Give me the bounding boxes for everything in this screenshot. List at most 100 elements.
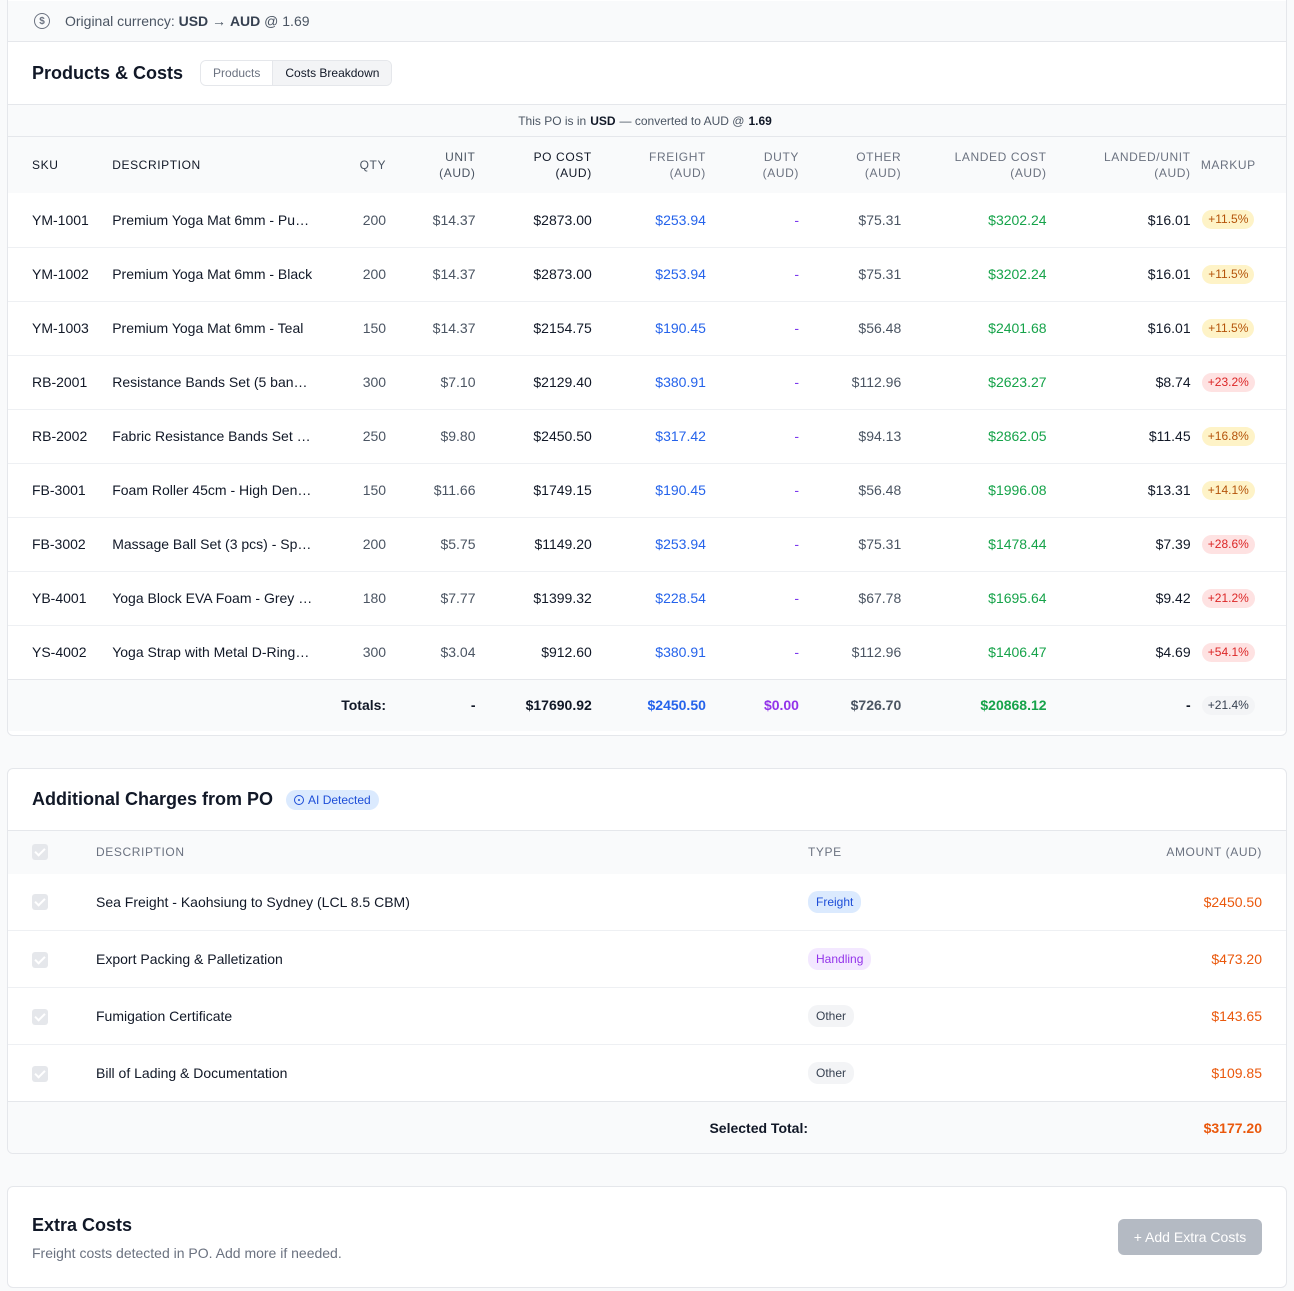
- description-cell: Yoga Block EVA Foam - Grey (2 pack): [112, 570, 342, 625]
- description-text: Massage Ball Set (3 pcs) - Spiky: [112, 536, 313, 552]
- col-duty[interactable]: DUTY (AUD): [705, 137, 799, 193]
- charge-type-cell: Freight: [808, 874, 1108, 931]
- description-cell: Premium Yoga Mat 6mm - Purple: [112, 193, 341, 247]
- freight-cell: $190.45: [591, 300, 706, 355]
- description-text: Yoga Strap with Metal D-Ring 2.5m: [112, 644, 313, 660]
- freight-cell: $253.94: [591, 516, 706, 571]
- table-header-row: DESCRIPTION TYPE AMOUNT (AUD): [8, 830, 1286, 874]
- duty-cell: -: [705, 516, 799, 571]
- col-charge-amount: AMOUNT (AUD): [1108, 830, 1286, 874]
- totals-label: Totals:: [341, 678, 387, 731]
- unit-cost-cell: $14.37: [432, 211, 476, 228]
- duty-cell: -: [705, 570, 799, 625]
- unit-cost-cell: $14.37: [386, 300, 476, 355]
- charge-row: Bill of Lading & Documentation Other $109.…: [8, 1044, 1286, 1102]
- col-freight[interactable]: FREIGHT (AUD): [591, 137, 706, 193]
- charge-checkbox[interactable]: [32, 894, 48, 911]
- markup-cell: +14.1%: [1190, 462, 1286, 517]
- col-landed-line2: (AUD): [1010, 166, 1047, 180]
- conversion-currency: USD: [590, 113, 616, 128]
- table-row: FB-3002 Massage Ball Set (3 pcs) - Spiky 2…: [8, 516, 1286, 571]
- markup-badge: +11.5%: [1202, 318, 1255, 338]
- charge-checkbox[interactable]: [32, 951, 48, 968]
- po-cost-cell: $2129.40: [475, 354, 592, 409]
- col-sku[interactable]: SKU: [8, 137, 113, 193]
- col-landed-unit[interactable]: LANDED/UNIT (AUD): [1046, 137, 1191, 193]
- tab-costs-breakdown[interactable]: Costs Breakdown: [272, 61, 392, 85]
- col-landed-line1: LANDED COST: [954, 150, 1047, 164]
- charge-type-tag: Other: [808, 1005, 855, 1027]
- total-spacer: [8, 1101, 96, 1153]
- charge-select-cell: [8, 1044, 96, 1102]
- sku-cell: YM-1003: [8, 300, 113, 355]
- charge-description: Sea Freight - Kaohsiung to Sydney (LCL 8…: [96, 893, 410, 910]
- charge-amount: $109.85: [1108, 1044, 1286, 1102]
- description-text: Premium Yoga Mat 6mm - Purple: [112, 211, 313, 228]
- col-duty-line2: (AUD): [762, 166, 799, 180]
- col-landed-cost[interactable]: LANDED COST (AUD): [901, 137, 1047, 193]
- col-other-line1: OTHER: [856, 150, 902, 164]
- unit-cost-cell: $7.10: [386, 354, 476, 409]
- sku-cell: YB-4001: [8, 570, 113, 625]
- charge-row: Sea Freight - Kaohsiung to Sydney (LCL 8…: [8, 874, 1286, 931]
- totals-other: $726.70: [798, 678, 902, 731]
- conversion-note: This PO is in USD — converted to AUD @ 1…: [8, 104, 1286, 137]
- select-all-checkbox[interactable]: [32, 844, 48, 861]
- po-cost-cell: $1749.15: [475, 462, 592, 517]
- markup-cell: +16.8%: [1190, 408, 1286, 463]
- totals-duty: $0.00: [705, 678, 799, 731]
- description-text: Premium Yoga Mat 6mm - Teal: [112, 320, 304, 336]
- other-cell: $112.96: [798, 624, 902, 679]
- charge-description: Fumigation Certificate: [96, 987, 808, 1045]
- conversion-middle: — converted to AUD @: [619, 113, 745, 128]
- section-title: Extra Costs: [32, 1215, 133, 1235]
- charge-description: Export Packing & Palletization: [96, 930, 808, 988]
- col-unit[interactable]: UNIT (AUD): [386, 137, 476, 193]
- description-cell: Fabric Resistance Bands Set (3 pcs): [112, 408, 342, 463]
- other-cell: $94.13: [798, 408, 902, 463]
- landed-unit-cell: $16.01: [1147, 211, 1191, 228]
- col-unit-line2: (AUD): [439, 166, 476, 180]
- charges-table: DESCRIPTION TYPE AMOUNT (AUD) Sea Freigh…: [8, 830, 1286, 1153]
- landed-cost-cell: $2401.68: [901, 300, 1047, 355]
- col-lpu-line1: LANDED/UNIT: [1104, 150, 1191, 164]
- products-header: Products & Costs Products Costs Breakdow…: [8, 42, 1286, 104]
- charge-description: Bill of Lading & Documentation: [96, 1044, 808, 1102]
- col-other-line2: (AUD): [864, 166, 902, 180]
- col-other[interactable]: OTHER (AUD): [798, 137, 902, 193]
- duty-cell: -: [705, 624, 799, 679]
- col-markup[interactable]: MARKUP: [1190, 137, 1286, 193]
- add-extra-costs-button[interactable]: + Add Extra Costs: [1118, 1219, 1262, 1255]
- markup-badge: +11.5%: [1202, 210, 1255, 230]
- col-qty[interactable]: QTY: [341, 137, 387, 193]
- charge-select-cell: [8, 874, 96, 931]
- other-cell: $75.31: [798, 246, 902, 301]
- freight-cell: $317.42: [591, 408, 706, 463]
- selected-total-label: Selected Total:: [96, 1101, 808, 1153]
- landed-unit-cell: $16.01: [1046, 246, 1191, 301]
- po-cost-cell: $912.60: [475, 624, 592, 679]
- total-spacer: [808, 1101, 1108, 1153]
- unit-cost-cell: $11.66: [386, 462, 476, 517]
- landed-unit-cell: $4.69: [1046, 624, 1191, 679]
- charge-checkbox[interactable]: [32, 1065, 48, 1082]
- totals-landed: $20868.12: [901, 678, 1047, 731]
- sku-cell: RB-2001: [8, 354, 113, 409]
- freight-cell: $380.91: [591, 354, 706, 409]
- col-po-cost[interactable]: PO COST (AUD): [475, 137, 592, 193]
- col-description[interactable]: DESCRIPTION: [112, 137, 342, 193]
- charge-amount: $473.20: [1108, 930, 1286, 988]
- qty-cell: 180: [341, 570, 387, 625]
- po-cost-cell: $2873.00: [475, 246, 592, 301]
- col-duty-line1: DUTY: [763, 150, 799, 164]
- charge-checkbox[interactable]: [32, 1008, 48, 1025]
- tab-products[interactable]: Products: [201, 61, 273, 85]
- description-text: Foam Roller 45cm - High Density: [112, 482, 313, 498]
- table-row: RB-2001 Resistance Bands Set (5 bands) 300…: [8, 354, 1286, 409]
- currency-prefix: Original currency:: [65, 13, 175, 29]
- other-cell: $56.48: [798, 462, 902, 517]
- duty-cell: -: [705, 300, 799, 355]
- markup-badge: +54.1%: [1201, 642, 1255, 662]
- unit-cost-cell: $14.37: [386, 246, 476, 301]
- conversion-prefix: This PO is in: [518, 113, 587, 128]
